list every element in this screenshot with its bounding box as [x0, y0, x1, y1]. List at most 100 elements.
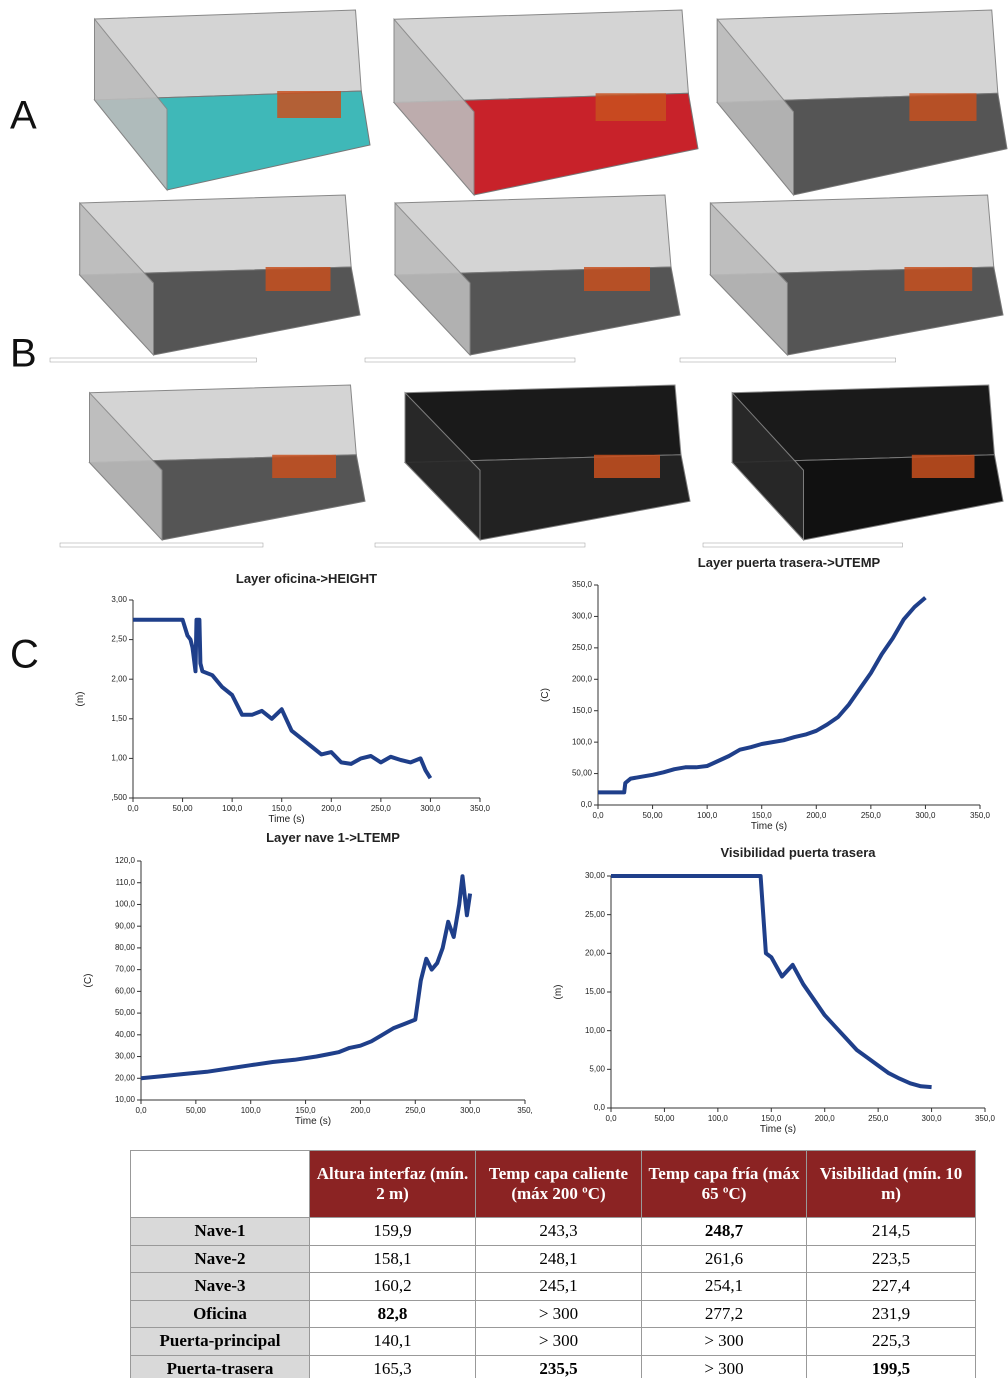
x-tick-label: 200,0 — [815, 1114, 836, 1123]
y-tick-label: 200,0 — [572, 674, 593, 683]
render-tile — [392, 9, 699, 197]
table-cell: 235,5 — [475, 1354, 642, 1378]
panel-label: B — [10, 332, 37, 376]
y-tick-label: 10,00 — [115, 1095, 136, 1104]
y-tick-label: 0,0 — [581, 800, 593, 809]
table-cell: 159,9 — [309, 1217, 476, 1246]
x-tick-label: 250,0 — [868, 1114, 889, 1123]
y-tick-label: 150,0 — [572, 706, 593, 715]
header-cell: Altura interfaz (mín. 2 m) — [309, 1150, 476, 1218]
x-axis-label: Time (s) — [295, 1116, 331, 1127]
panel-label: C — [10, 633, 39, 677]
x-tick-label: 50,00 — [654, 1114, 675, 1123]
x-tick-label: 0,0 — [605, 1114, 617, 1123]
progress-bar — [374, 542, 586, 548]
x-tick-label: 150,0 — [761, 1114, 782, 1123]
chart-title: Layer puerta trasera->UTEMP — [698, 555, 881, 570]
x-tick-label: 200,0 — [350, 1106, 371, 1115]
y-tick-label: 70,00 — [115, 965, 136, 974]
header-cell: Temp capa fría (máx 65 ºC) — [641, 1150, 807, 1218]
shelf — [277, 91, 341, 118]
table-cell: 140,1 — [309, 1327, 476, 1356]
y-tick-label: 3,00 — [111, 595, 127, 604]
y-tick-label: 2,00 — [111, 674, 127, 683]
side-wall — [89, 391, 163, 542]
table-row: Nave-3 160,2 245,1 254,1 227,4 — [130, 1272, 976, 1301]
side-wall — [716, 17, 794, 197]
x-tick-label: 350,0 — [470, 804, 491, 813]
shelf — [265, 267, 331, 291]
y-tick-label: 10,00 — [585, 1026, 606, 1035]
row-header: Nave-2 — [130, 1244, 310, 1273]
shelf — [909, 93, 977, 121]
table-cell: > 300 — [641, 1327, 807, 1356]
y-tick-label: 50,00 — [572, 769, 593, 778]
side-wall — [731, 391, 804, 542]
y-tick-label: 350,0 — [572, 580, 593, 589]
y-tick-label: 1,00 — [111, 754, 127, 763]
table-cell: 231,9 — [806, 1299, 976, 1328]
progress-bar — [702, 542, 903, 548]
x-tick-label: 300,0 — [922, 1114, 943, 1123]
header-cell — [130, 1150, 310, 1218]
table-cell: > 300 — [475, 1299, 642, 1328]
y-tick-label: 20,00 — [115, 1073, 136, 1082]
x-tick-label: 0,0 — [592, 811, 604, 820]
table-row: Oficina 82,8 > 300 277,2 231,9 — [130, 1299, 976, 1328]
x-axis-label: Time (s) — [751, 821, 787, 832]
progress-bar — [679, 357, 896, 363]
x-tick-label: 300,0 — [460, 1106, 481, 1115]
side-wall — [94, 17, 168, 192]
shelf — [904, 267, 973, 291]
table-cell: 248,7 — [641, 1217, 807, 1246]
x-tick-label: 350,0 — [970, 811, 991, 820]
y-tick-label: 20,00 — [585, 948, 606, 957]
x-tick-label: 300,0 — [915, 811, 936, 820]
render-tile — [702, 384, 1004, 548]
panel-label: A — [10, 94, 37, 138]
table-cell: 254,1 — [641, 1272, 807, 1301]
x-tick-label: 350,0 — [975, 1114, 996, 1123]
row-header: Puerta-principal — [130, 1327, 310, 1356]
side-wall — [404, 391, 481, 542]
render-tile — [679, 194, 1004, 363]
x-tick-label: 150,0 — [272, 804, 293, 813]
figure-svg: A B C Layer oficina->HEIGHT 0,0 50,00 100,0… — [10, 9, 1008, 1135]
y-tick-label: ,500 — [111, 793, 127, 802]
data-line — [611, 874, 932, 1090]
shelf — [584, 267, 650, 291]
table-cell: 277,2 — [641, 1299, 807, 1328]
row-header: Puerta-trasera — [130, 1354, 310, 1378]
x-tick-label: 300,0 — [420, 804, 441, 813]
header-row: Altura interfaz (mín. 2 m) Temp capa cali… — [130, 1150, 976, 1218]
table-cell: > 300 — [475, 1327, 642, 1356]
y-tick-label: 5,00 — [589, 1064, 605, 1073]
side-wall — [394, 201, 471, 357]
render-tile — [49, 194, 361, 363]
header-cell: Visibilidad (mín. 10 m) — [806, 1150, 976, 1218]
chart-title: Visibilidad puerta trasera — [720, 845, 876, 860]
table-cell: 199,5 — [806, 1354, 976, 1378]
y-tick-label: 100,0 — [572, 737, 593, 746]
x-tick-label: 50,00 — [173, 804, 194, 813]
row-header: Nave-1 — [130, 1217, 310, 1246]
y-tick-label: 80,00 — [115, 943, 136, 952]
data-line — [140, 874, 473, 1081]
y-tick-label: 2,50 — [111, 635, 127, 644]
table-row: Nave-2 158,1 248,1 261,6 223,5 — [130, 1244, 976, 1273]
table-row: Nave-1 159,9 243,3 248,7 214,5 — [130, 1217, 976, 1246]
render-tile — [364, 194, 681, 363]
y-axis-label: (m) — [553, 985, 564, 1000]
shelf — [595, 93, 666, 121]
row-header: Nave-3 — [130, 1272, 310, 1301]
table-cell: > 300 — [641, 1354, 807, 1378]
x-tick-label: 100,0 — [708, 1114, 729, 1123]
header-cell: Temp capa caliente (máx 200 ºC) — [475, 1150, 642, 1218]
x-tick-label: 50,00 — [186, 1106, 207, 1115]
side-wall — [393, 17, 475, 197]
x-tick-label: 200,0 — [321, 804, 342, 813]
y-tick-label: 60,00 — [115, 986, 136, 995]
render-tile — [716, 9, 1008, 197]
table-cell: 160,2 — [309, 1272, 476, 1301]
x-axis-label: Time (s) — [760, 1124, 796, 1135]
